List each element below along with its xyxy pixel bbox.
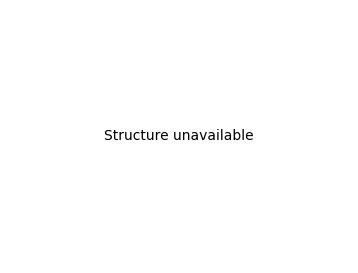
Text: Structure unavailable: Structure unavailable xyxy=(104,129,254,144)
